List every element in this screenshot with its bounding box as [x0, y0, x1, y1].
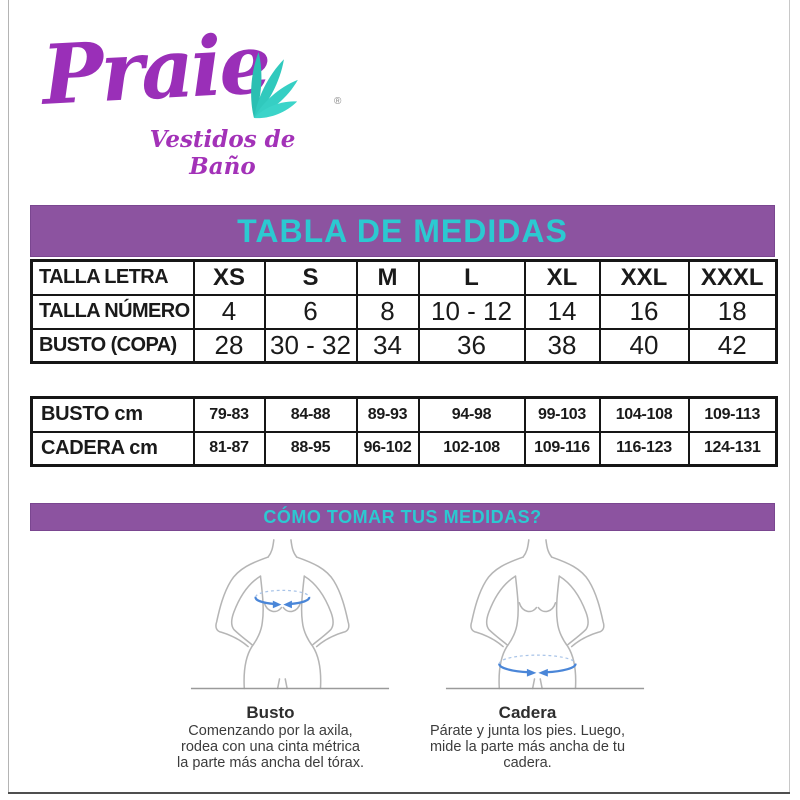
size-cell: 42: [687, 327, 778, 364]
row-label: BUSTO cm: [30, 396, 195, 433]
size-cell: L: [417, 259, 526, 296]
cm-cell: 104-108: [598, 396, 690, 433]
size-chart-table: TALLA LETRA XS S M L XL XXL XXXL TALLA N…: [30, 259, 778, 364]
busto-instructions: Comenzando por la axila, rodea con una c…: [128, 723, 413, 771]
cm-cell: 102-108: [417, 430, 526, 467]
size-cell: 6: [263, 293, 358, 330]
cm-cell: 94-98: [417, 396, 526, 433]
instruction-line: mide la parte más ancha de tu: [429, 739, 626, 755]
cm-cell: 109-113: [687, 396, 778, 433]
size-cell: 18: [687, 293, 778, 330]
brand-tagline: Vestidos de Baño: [149, 126, 296, 180]
table-row: BUSTO (COPA) 28 30 - 32 34 36 38 40 42: [30, 327, 778, 364]
table-row: TALLA LETRA XS S M L XL XXL XXXL: [30, 259, 778, 296]
cm-cell: 84-88: [263, 396, 358, 433]
cadera-instructions: Párate y junta los pies. Luego, mide la …: [390, 723, 665, 771]
size-cell: 14: [523, 293, 601, 330]
size-chart-title: TABLA DE MEDIDAS: [237, 212, 568, 249]
cm-cell: 81-87: [192, 430, 266, 467]
size-cell: 8: [355, 293, 420, 330]
cm-cell: 96-102: [355, 430, 420, 467]
cm-cell: 99-103: [523, 396, 601, 433]
busto-measure-arrows: [254, 589, 311, 609]
size-cell: XXXL: [687, 259, 778, 296]
row-label: TALLA LETRA: [30, 259, 195, 296]
row-label: TALLA NÚMERO: [30, 293, 195, 330]
size-cell: XXL: [598, 259, 690, 296]
cadera-measure-arrows: [498, 654, 577, 677]
page-edge-bottom: [8, 792, 790, 794]
size-cell: 10 - 12: [417, 293, 526, 330]
table-row: BUSTO cm 79-83 84-88 89-93 94-98 99-103 …: [30, 396, 778, 433]
size-cell: 40: [598, 327, 690, 364]
size-chart-banner: TABLA DE MEDIDAS: [30, 205, 775, 257]
cm-measurements-table: BUSTO cm 79-83 84-88 89-93 94-98 99-103 …: [30, 396, 778, 467]
busto-figure-illustration: [190, 539, 390, 690]
size-cell: 28: [192, 327, 266, 364]
instruction-line: Párate y junta los pies. Luego,: [429, 723, 626, 739]
cm-cell: 124-131: [687, 430, 778, 467]
size-cell: 4: [192, 293, 266, 330]
cm-cell: 116-123: [598, 430, 690, 467]
cadera-heading: Cadera: [498, 703, 557, 722]
row-label: CADERA cm: [30, 430, 195, 467]
logo-rays-icon: [251, 52, 298, 119]
table-row: CADERA cm 81-87 88-95 96-102 102-108 109…: [30, 430, 778, 467]
page-edge-left: [8, 0, 9, 792]
table-row: TALLA NÚMERO 4 6 8 10 - 12 14 16 18: [30, 293, 778, 330]
cm-cell: 89-93: [355, 396, 420, 433]
size-cell: 30 - 32: [263, 327, 358, 364]
cm-cell: 109-116: [523, 430, 601, 467]
busto-heading: Busto: [246, 703, 295, 722]
size-cell: S: [263, 259, 358, 296]
instruction-line: Comenzando por la axila,: [188, 723, 353, 739]
size-cell: XS: [192, 259, 266, 296]
size-cell: 38: [523, 327, 601, 364]
size-cell: M: [355, 259, 420, 296]
instruction-line: la parte más ancha del tórax.: [177, 755, 364, 771]
size-cell: 16: [598, 293, 690, 330]
brand-wordmark: Praie: [39, 16, 271, 124]
row-label: BUSTO (COPA): [30, 327, 195, 364]
instruction-line: cadera.: [503, 755, 552, 771]
how-to-title: CÓMO TOMAR TUS MEDIDAS?: [263, 506, 542, 527]
size-cell: 36: [417, 327, 526, 364]
size-cell: XL: [523, 259, 601, 296]
cm-cell: 88-95: [263, 430, 358, 467]
page-edge-right: [789, 0, 790, 792]
instruction-line: rodea con una cinta métrica: [181, 739, 360, 755]
size-cell: 34: [355, 327, 420, 364]
registered-trademark-symbol: ®: [334, 96, 342, 107]
how-to-banner: CÓMO TOMAR TUS MEDIDAS?: [30, 503, 775, 531]
cm-cell: 79-83: [192, 396, 266, 433]
cadera-figure-illustration: [445, 539, 645, 690]
